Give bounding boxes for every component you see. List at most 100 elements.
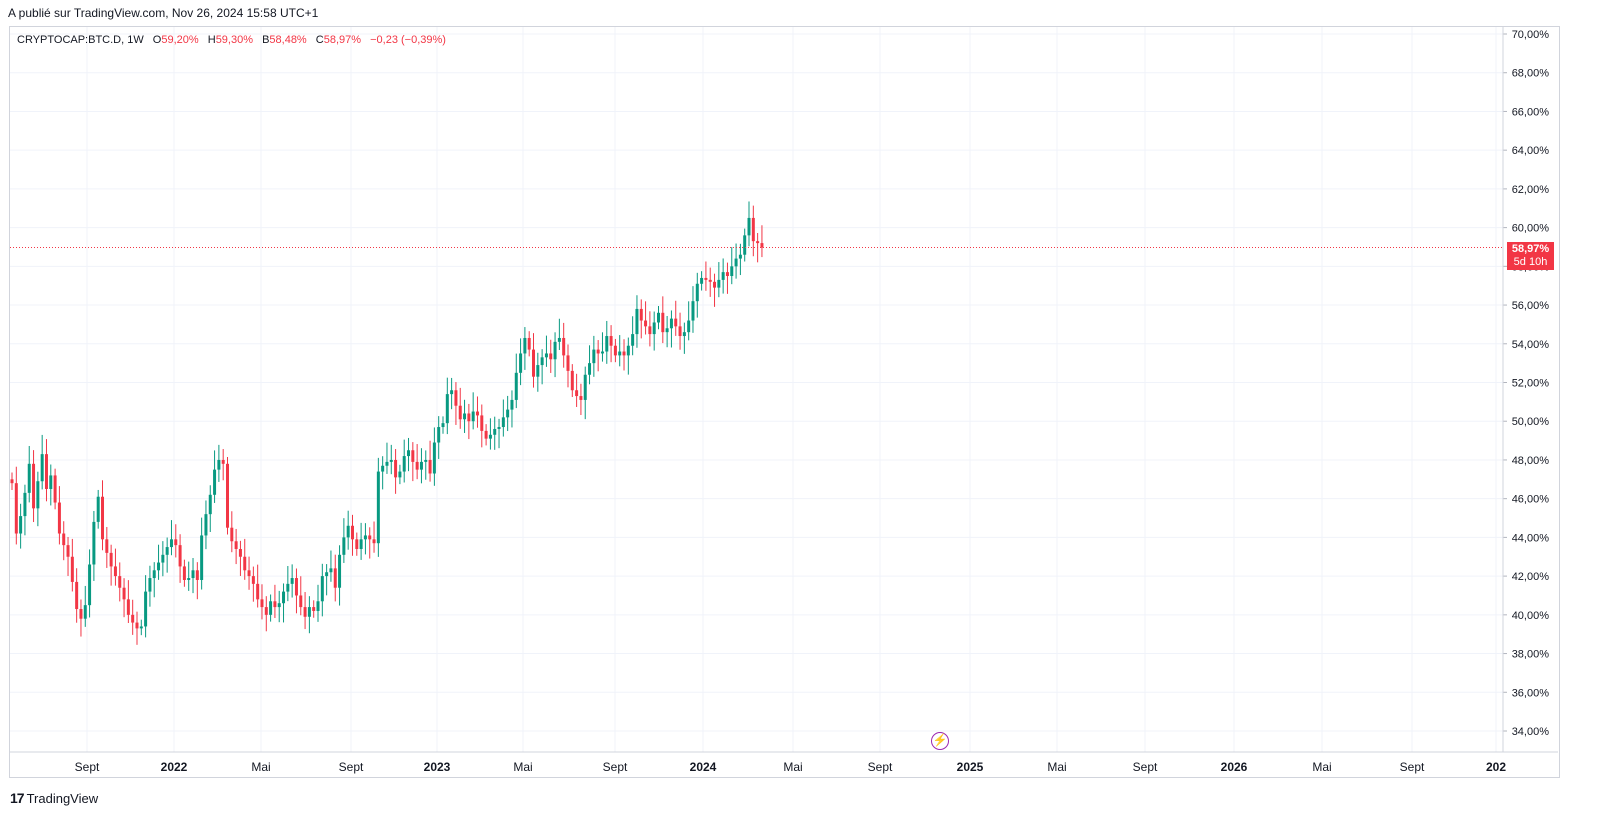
candle-body[interactable] [450,390,454,395]
candle-body[interactable] [92,521,96,565]
candle-body[interactable] [583,374,587,400]
candle-body[interactable] [139,626,143,629]
candle-body[interactable] [49,475,53,489]
candle-body[interactable] [157,562,161,571]
candle-body[interactable] [273,601,277,608]
candle-body[interactable] [669,318,673,329]
candle-body[interactable] [126,599,130,615]
candle-body[interactable] [648,326,652,335]
candle-body[interactable] [234,541,238,550]
candle-body[interactable] [687,320,691,333]
candle-body[interactable] [260,599,264,608]
candle-body[interactable] [19,516,23,534]
candle-body[interactable] [101,496,105,540]
candle-body[interactable] [493,428,497,435]
candle-body[interactable] [691,301,695,321]
candle-body[interactable] [437,427,441,443]
candle-body[interactable] [613,345,617,356]
candle-body[interactable] [467,413,471,422]
candle-body[interactable] [57,502,61,534]
candle-body[interactable] [264,607,268,615]
candle-body[interactable] [320,576,324,602]
candle-body[interactable] [14,483,18,534]
candle-body[interactable] [389,459,393,462]
candle-body[interactable] [600,351,604,354]
candle-body[interactable] [471,411,475,422]
candle-body[interactable] [23,492,27,517]
candle-body[interactable] [419,461,423,470]
candle-body[interactable] [10,479,14,484]
tradingview-logo[interactable]: 17 TradingView [10,790,98,806]
candle-body[interactable] [536,365,540,377]
candle-body[interactable] [355,539,359,550]
candle-body[interactable] [407,450,411,457]
candle-body[interactable] [165,547,169,555]
candle-body[interactable] [290,578,294,584]
candle-body[interactable] [488,434,492,439]
candle-body[interactable] [717,279,721,288]
candle-body[interactable] [144,591,148,627]
candle-body[interactable] [40,454,44,482]
candle-body[interactable] [725,272,729,277]
candle-body[interactable] [432,442,436,474]
candle-body[interactable] [570,370,574,391]
candle-body[interactable] [83,605,87,619]
candle-body[interactable] [398,471,402,478]
candle-body[interactable] [62,533,66,546]
candle-body[interactable] [113,566,117,577]
candle-body[interactable] [514,372,518,400]
candle-body[interactable] [475,411,479,416]
candle-body[interactable] [622,351,626,356]
candle-body[interactable] [27,463,31,493]
candle-body[interactable] [70,556,74,582]
candle-body[interactable] [544,353,548,358]
candle-body[interactable] [230,527,234,542]
candle-body[interactable] [463,413,467,420]
candle-body[interactable] [96,496,100,522]
candle-body[interactable] [713,281,717,288]
candle-body[interactable] [557,337,561,342]
candle-body[interactable] [665,328,669,333]
candle-body[interactable] [286,583,290,592]
candle-body[interactable] [213,469,217,495]
candle-body[interactable] [174,539,178,546]
candle-body[interactable] [700,277,704,284]
candle-body[interactable] [661,312,665,333]
candle-body[interactable] [549,353,553,360]
candle-body[interactable] [208,494,212,515]
candle-body[interactable] [294,578,298,596]
candle-body[interactable] [501,417,505,428]
candle-body[interactable] [445,394,449,424]
candle-body[interactable] [527,337,531,350]
candle-body[interactable] [454,390,458,406]
candle-body[interactable] [553,341,557,360]
candle-body[interactable] [277,603,281,608]
candle-body[interactable] [32,463,36,509]
candle-body[interactable] [682,332,686,337]
candle-body[interactable] [562,337,566,356]
candle-body[interactable] [350,525,354,540]
candle-body[interactable] [238,549,242,557]
candle-body[interactable] [325,572,329,577]
candle-body[interactable] [657,312,660,323]
candle-body[interactable] [75,581,79,610]
candle-body[interactable] [734,258,738,267]
candle-body[interactable] [148,578,152,592]
candle-body[interactable] [363,535,367,540]
candle-body[interactable] [191,570,195,579]
candle-body[interactable] [226,463,229,528]
candle-body[interactable] [269,601,273,615]
candle-body[interactable] [44,454,48,489]
candle-body[interactable] [105,539,109,553]
candle-body[interactable] [256,583,260,600]
candle-body[interactable] [195,570,199,580]
candle-body[interactable] [131,614,135,623]
candle-body[interactable] [372,539,376,544]
candle-body[interactable] [588,363,592,375]
candle-body[interactable] [738,254,742,259]
candle-body[interactable] [678,326,682,337]
candle-body[interactable] [747,217,751,236]
candle-body[interactable] [187,578,191,580]
candle-body[interactable] [251,576,255,584]
